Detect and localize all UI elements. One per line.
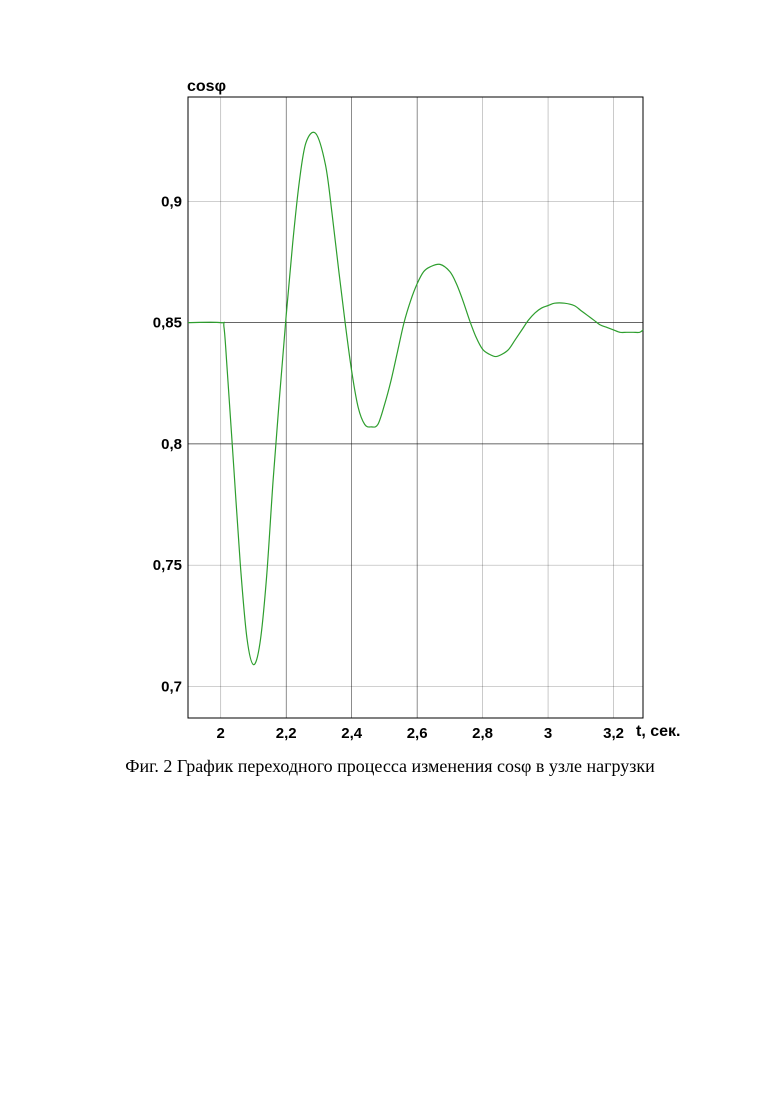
series-lines xyxy=(188,132,643,664)
y-tick-label: 0,7 xyxy=(161,678,182,695)
x-tick-label: 3 xyxy=(544,725,552,742)
grid xyxy=(188,97,643,718)
figure-caption: Фиг. 2 График переходного процесса измен… xyxy=(0,756,780,777)
cosphi-series-line xyxy=(188,132,643,664)
y-axis-label: cosφ xyxy=(187,78,226,95)
x-tick-label: 2 xyxy=(217,725,225,742)
tick-labels: 2 2,2 2,4 2,6 2,8 3 3,2 0,7 0,75 0,8 0,85 0,9 xyxy=(153,193,624,742)
x-tick-label: 2,8 xyxy=(472,725,493,742)
y-tick-label: 0,75 xyxy=(153,557,182,574)
x-tick-label: 2,6 xyxy=(407,725,428,742)
x-tick-label: 2,2 xyxy=(276,725,297,742)
chart: 22,22,42,62,833,20,70,750,80,850,9 cosφ … xyxy=(0,0,780,760)
x-tick-label: 2,4 xyxy=(341,725,363,742)
plot-frame xyxy=(188,97,643,718)
x-axis-label: t, сек. xyxy=(636,723,680,740)
y-tick-label: 0,85 xyxy=(153,315,182,332)
y-tick-label: 0,9 xyxy=(161,193,182,210)
x-tick-label: 3,2 xyxy=(603,725,624,742)
y-tick-label: 0,8 xyxy=(161,436,182,453)
